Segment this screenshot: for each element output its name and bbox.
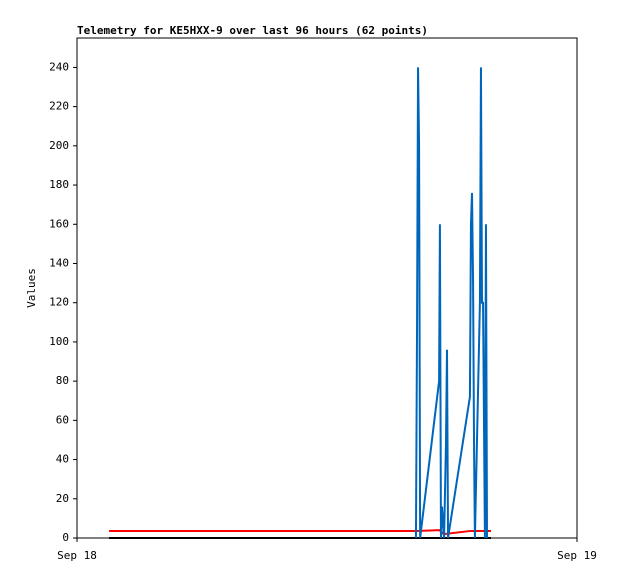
y-tick-label: 0 (62, 531, 69, 544)
y-tick-label: 100 (49, 335, 69, 348)
y-tick-label: 220 (49, 100, 69, 113)
y-tick-label: 160 (49, 217, 69, 230)
y-axis-label: Values (25, 268, 38, 308)
y-tick-label: 240 (49, 60, 69, 73)
y-tick-label: 180 (49, 178, 69, 191)
y-tick-label: 120 (49, 296, 69, 309)
series-line (414, 67, 488, 539)
chart-title: Telemetry for KE5HXX-9 over last 96 hour… (77, 24, 428, 37)
plot-frame (76, 37, 578, 539)
x-tick-label: Sep 18 (57, 549, 97, 562)
y-tick-label: 20 (56, 492, 69, 505)
x-tick-label: Sep 19 (557, 549, 597, 562)
y-tick-label: 140 (49, 256, 69, 269)
y-tick-label: 200 (49, 139, 69, 152)
y-tick-label: 80 (56, 374, 69, 387)
y-tick-label: 40 (56, 453, 69, 466)
y-tick-label: 60 (56, 413, 69, 426)
series-line (109, 529, 491, 536)
